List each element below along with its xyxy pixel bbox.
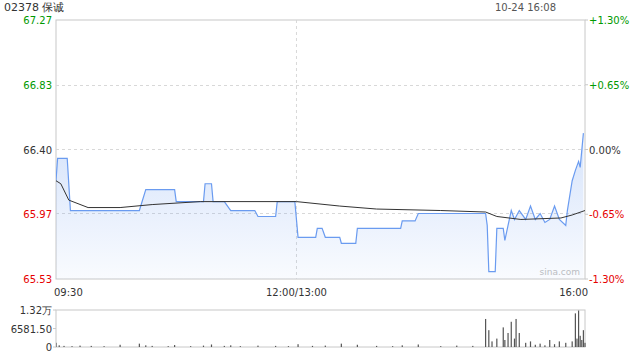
y-tick (53, 328, 56, 329)
volume-bar (507, 333, 508, 347)
volume-bars (56, 311, 586, 347)
x-tick-label: 16:00 (559, 287, 588, 298)
volume-bar (485, 319, 486, 347)
volume-bar (103, 346, 104, 347)
y2-tick (585, 214, 588, 215)
y-tick-label: 65.53 (23, 274, 52, 285)
volume-tick-label: 0 (46, 342, 52, 353)
y2-tick (585, 84, 588, 85)
y-tick-label: 65.97 (23, 209, 52, 220)
volume-bar (288, 346, 289, 347)
volume-bar (418, 344, 419, 347)
y2-tick (585, 279, 588, 280)
volume-bar (203, 346, 204, 347)
average-line (56, 181, 585, 220)
volume-bar (230, 345, 231, 347)
volume-bar (297, 344, 298, 347)
y2-tick-label: -1.30% (589, 274, 624, 285)
volume-tick-label: 6581.50 (11, 324, 52, 335)
volume-bar (584, 343, 585, 347)
volume-bar (535, 345, 536, 347)
volume-bar (440, 346, 441, 347)
volume-bar (488, 330, 489, 347)
volume-bar (581, 340, 582, 347)
y2-tick (585, 20, 588, 21)
volume-bar (544, 345, 545, 347)
plot-frame (56, 20, 585, 279)
y2-tick-label: +1.30% (589, 15, 629, 26)
volume-bar (325, 346, 326, 347)
volume-bar (503, 327, 504, 347)
volume-bar (120, 345, 121, 347)
x-tick-label: 09:30 (54, 287, 83, 298)
volume-bar (257, 346, 258, 347)
volume-bar (402, 345, 403, 347)
volume-bar (312, 346, 313, 347)
y-tick (53, 310, 56, 311)
volume-bar (540, 344, 541, 347)
y-tick-label: 67.27 (23, 15, 52, 26)
title: 02378 保诚 (4, 1, 65, 14)
volume-bar (491, 341, 492, 347)
volume-bar (496, 339, 497, 347)
volume-bar (357, 345, 358, 347)
grid-line (56, 85, 585, 86)
y-tick-label: 66.83 (23, 80, 52, 91)
volume-bar (519, 333, 520, 347)
volume-bar (565, 343, 566, 347)
y2-tick-label: 0.00% (589, 145, 621, 156)
volume-bar (174, 345, 175, 347)
grid-line (56, 149, 585, 150)
volume-bar (578, 311, 579, 347)
volume-bar (525, 343, 526, 347)
volume-bar (341, 344, 342, 347)
volume-bar (575, 313, 576, 347)
volume-bar (515, 319, 516, 347)
volume-bar (168, 346, 169, 347)
volume-bar (576, 339, 577, 347)
volume-bar (240, 346, 241, 347)
timestamp: 10-24 16:08 (495, 2, 556, 13)
volume-frame (56, 310, 585, 347)
volume-bar (530, 341, 531, 347)
volume-bar (79, 346, 80, 347)
volume-bar (580, 336, 581, 347)
volume-bar (211, 344, 212, 347)
volume-bar (504, 340, 505, 347)
y2-tick (585, 149, 588, 150)
series-group (56, 133, 585, 279)
volume-bar (456, 346, 457, 347)
volume-bar (514, 339, 515, 347)
price-line (56, 133, 583, 271)
x-tick-label: 12:00/13:00 (266, 287, 327, 298)
y2-tick-label: -0.65% (589, 209, 624, 220)
y-tick-label: 66.40 (23, 145, 52, 156)
volume-bar (145, 345, 146, 347)
volume-bar (559, 341, 560, 347)
volume-bar (392, 346, 393, 347)
volume-bar (583, 330, 584, 347)
volume-bar (190, 346, 191, 347)
volume-bar (71, 346, 72, 347)
volume-bar (511, 322, 512, 347)
volume-bar (56, 343, 57, 347)
volume-bar (554, 344, 555, 347)
y2-tick-label: +0.65% (589, 80, 629, 91)
volume-bar (139, 344, 140, 347)
volume-bar (91, 346, 92, 347)
volume-bar (472, 346, 473, 347)
chart-root: 02378 保诚 10-24 16:08 65.53 65.97 66.40 66.83 6… (0, 0, 640, 360)
volume-bar (275, 346, 276, 347)
y-tick (53, 347, 56, 348)
volume-bar (152, 346, 153, 347)
volume-tick-label: 1.32万 (20, 305, 52, 316)
volume-bar (549, 340, 550, 347)
volume-bar (224, 346, 225, 347)
volume-bar (59, 345, 60, 347)
volume-bar (572, 341, 573, 347)
volume-bar (63, 346, 64, 347)
volume-bar (376, 346, 377, 347)
